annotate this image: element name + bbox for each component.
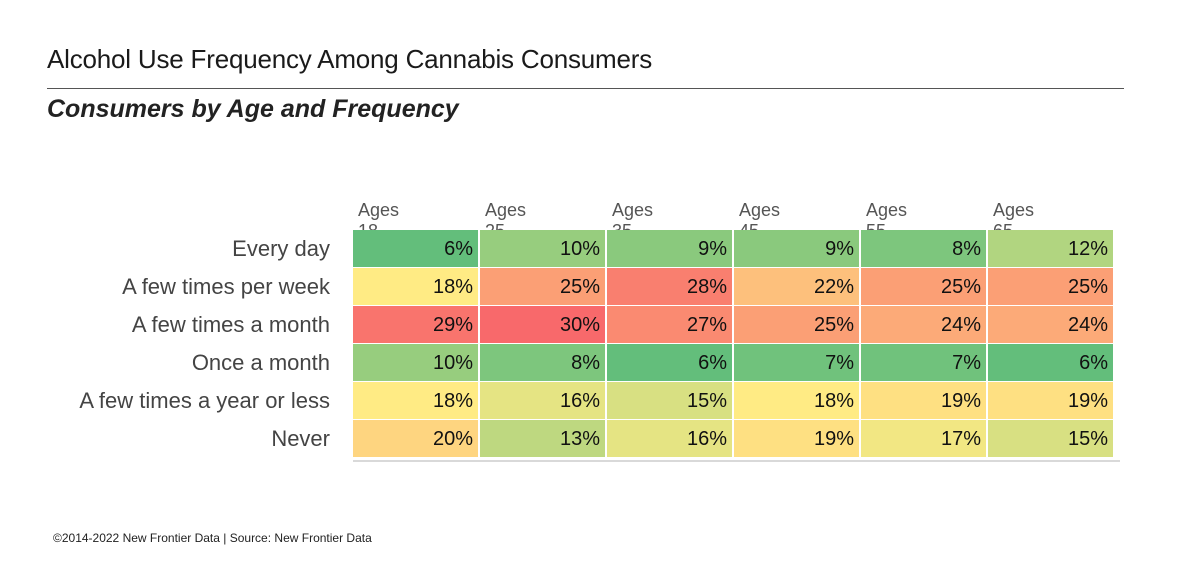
heatmap-cell: 28% xyxy=(607,268,733,306)
footer-credit: ©2014-2022 New Frontier Data | Source: N… xyxy=(53,531,372,545)
heatmap-cell: 16% xyxy=(480,382,606,420)
row-label: Never xyxy=(271,426,330,451)
chart-subtitle: Consumers by Age and Frequency xyxy=(47,95,459,123)
heatmap-cell: 20% xyxy=(353,420,479,458)
heatmap-cell: 29% xyxy=(353,306,479,344)
heatmap-cell: 24% xyxy=(861,306,987,344)
heatmap-cell: 25% xyxy=(480,268,606,306)
heatmap-cell: 9% xyxy=(607,230,733,268)
heatmap-cell: 30% xyxy=(480,306,606,344)
table-bottom-border xyxy=(353,460,1120,462)
heatmap-cell: 15% xyxy=(988,420,1114,458)
heatmap-cell: 15% xyxy=(607,382,733,420)
heatmap-cell: 6% xyxy=(353,230,479,268)
heatmap-cell: 9% xyxy=(734,230,860,268)
heatmap-cell: 18% xyxy=(353,382,479,420)
heatmap-cell: 6% xyxy=(988,344,1114,382)
row-label: Once a month xyxy=(191,350,330,375)
heatmap-cell: 24% xyxy=(988,306,1114,344)
heatmap-cell: 6% xyxy=(607,344,733,382)
title-divider xyxy=(47,88,1124,89)
heatmap-cell: 19% xyxy=(861,382,987,420)
heatmap-cell: 19% xyxy=(734,420,860,458)
heatmap-cell: 10% xyxy=(480,230,606,268)
heatmap-cell: 18% xyxy=(353,268,479,306)
heatmap-cell: 8% xyxy=(480,344,606,382)
heatmap-cell: 19% xyxy=(988,382,1114,420)
row-label: A few times a year or less xyxy=(79,388,330,413)
row-label: Every day xyxy=(232,236,330,261)
row-label: A few times a month xyxy=(131,312,330,337)
heatmap-cell: 22% xyxy=(734,268,860,306)
chart-title: Alcohol Use Frequency Among Cannabis Con… xyxy=(47,44,652,74)
heatmap-cell: 25% xyxy=(734,306,860,344)
heatmap-cell: 7% xyxy=(734,344,860,382)
heatmap-cell: 10% xyxy=(353,344,479,382)
heatmap-cell: 7% xyxy=(861,344,987,382)
heatmap-cell: 17% xyxy=(861,420,987,458)
row-label: A few times per week xyxy=(122,274,330,299)
heatmap-cell: 12% xyxy=(988,230,1114,268)
heatmap-cell: 27% xyxy=(607,306,733,344)
heatmap-cell: 25% xyxy=(988,268,1114,306)
heatmap-cell: 18% xyxy=(734,382,860,420)
heatmap-cell: 13% xyxy=(480,420,606,458)
heatmap-cell: 16% xyxy=(607,420,733,458)
heatmap-cell: 25% xyxy=(861,268,987,306)
heatmap-cell: 8% xyxy=(861,230,987,268)
